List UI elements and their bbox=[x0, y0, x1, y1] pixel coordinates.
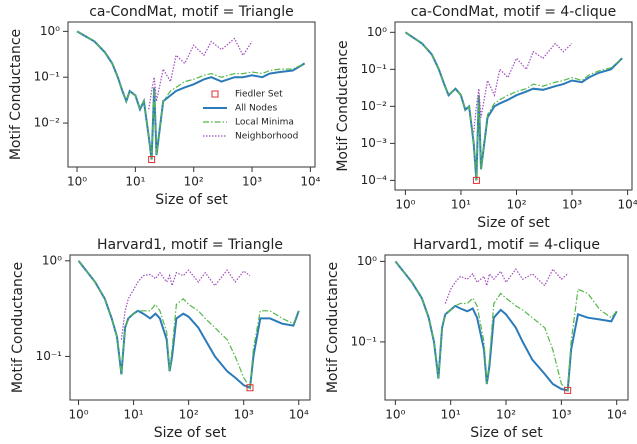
chart-title: ca-CondMat, motif = 4-clique bbox=[411, 4, 616, 20]
legend-marker bbox=[211, 90, 219, 98]
x-axis-label: Size of set bbox=[155, 192, 228, 208]
legend-label: All Nodes bbox=[235, 104, 278, 114]
x-tick-label: 10¹ bbox=[124, 408, 144, 422]
series-line bbox=[473, 42, 573, 133]
legend-label: Local Minima bbox=[235, 118, 294, 128]
legend-label: Fiedler Set bbox=[235, 90, 283, 100]
series-line bbox=[76, 30, 305, 160]
y-tick-label: 10⁰ bbox=[42, 253, 62, 267]
axes-frame bbox=[67, 21, 316, 168]
x-tick-label: 10⁰ bbox=[68, 408, 88, 422]
y-tick-label: 10⁻² bbox=[34, 116, 61, 130]
series-line bbox=[78, 260, 300, 390]
series-line bbox=[77, 260, 300, 390]
series-line bbox=[148, 37, 253, 110]
series-line bbox=[404, 31, 623, 181]
y-tick-label: 10⁻¹ bbox=[34, 70, 61, 84]
series-line bbox=[394, 260, 618, 392]
x-tick-label: 10⁰ bbox=[395, 198, 415, 212]
fiedler-marker bbox=[246, 384, 254, 392]
series-line bbox=[120, 269, 251, 340]
x-tick-label: 10⁴ bbox=[618, 198, 637, 212]
x-tick-label: 10² bbox=[506, 198, 526, 212]
x-axis-label: Size of set bbox=[154, 425, 227, 441]
y-tick-label: 10⁻³ bbox=[361, 136, 388, 150]
series-line bbox=[394, 261, 618, 392]
y-axis-label: Motif Conductance bbox=[335, 40, 351, 171]
x-axis-label: Size of set bbox=[477, 215, 550, 231]
x-tick-label: 10¹ bbox=[125, 175, 145, 189]
x-tick-label: 10³ bbox=[562, 198, 582, 212]
series-line bbox=[405, 31, 623, 181]
axes-frame bbox=[384, 254, 629, 401]
chart-title: ca-CondMat, motif = Triangle bbox=[89, 4, 294, 20]
x-tick-label: 10⁰ bbox=[385, 408, 405, 422]
x-tick-label: 10¹ bbox=[451, 198, 471, 212]
y-tick-label: 10⁻¹ bbox=[361, 62, 388, 76]
legend-label: Neighborhood bbox=[235, 132, 298, 142]
x-tick-label: 10⁰ bbox=[67, 175, 87, 189]
x-tick-label: 10³ bbox=[242, 175, 262, 189]
y-axis-label: Motif Conductance bbox=[325, 262, 341, 393]
y-tick-label: 10⁻⁴ bbox=[361, 173, 388, 187]
series-line bbox=[444, 268, 569, 304]
x-tick-label: 10² bbox=[179, 408, 199, 422]
x-tick-label: 10⁴ bbox=[607, 408, 627, 422]
y-tick-label: 10⁰ bbox=[40, 24, 60, 38]
axes-frame bbox=[394, 21, 633, 191]
y-axis-label: Motif Conductance bbox=[10, 262, 26, 393]
x-tick-label: 10³ bbox=[234, 408, 254, 422]
x-axis-label: Size of set bbox=[470, 425, 543, 441]
chart-title: Harvard1, motif = 4-clique bbox=[413, 237, 600, 253]
y-tick-label: 10⁻¹ bbox=[351, 334, 378, 348]
axes-frame bbox=[69, 254, 311, 401]
chart-title: Harvard1, motif = Triangle bbox=[97, 237, 283, 253]
x-tick-label: 10³ bbox=[551, 408, 571, 422]
y-tick-label: 10⁻¹ bbox=[36, 349, 63, 363]
y-axis-label: Motif Conductance bbox=[8, 29, 24, 160]
y-tick-label: 10⁻² bbox=[361, 99, 388, 113]
x-tick-label: 10⁴ bbox=[289, 408, 309, 422]
x-tick-label: 10² bbox=[496, 408, 516, 422]
y-tick-label: 10⁰ bbox=[367, 25, 387, 39]
y-tick-label: 10⁰ bbox=[357, 254, 377, 268]
fiedler-marker bbox=[472, 176, 480, 184]
fiedler-marker bbox=[564, 386, 572, 394]
x-tick-label: 10¹ bbox=[441, 408, 461, 422]
fiedler-marker bbox=[148, 156, 156, 164]
x-tick-label: 10⁴ bbox=[300, 175, 320, 189]
x-tick-label: 10² bbox=[184, 175, 204, 189]
